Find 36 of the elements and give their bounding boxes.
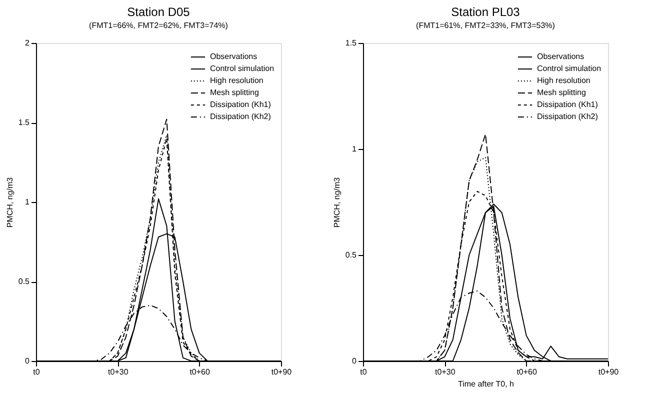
y-tick-label: 2 bbox=[25, 38, 30, 48]
legend-label: Dissipation (Kh1) bbox=[537, 100, 598, 109]
legend-label: Dissipation (Kh2) bbox=[210, 112, 272, 121]
legend-label: Control simulation bbox=[537, 64, 602, 73]
x-tick-label: t0 bbox=[33, 368, 40, 376]
legend-label: Mesh splitting bbox=[537, 88, 586, 97]
y-tick-label: 0.5 bbox=[18, 277, 30, 286]
chart-subtitle: (FMT1=61%, FMT2=33%, FMT3=53%) bbox=[416, 21, 556, 30]
x-tick-label: t0+60 bbox=[190, 368, 210, 376]
y-tick-label: 0.5 bbox=[345, 250, 358, 260]
legend-label: Control simulation bbox=[210, 64, 274, 73]
legend-label: High resolution bbox=[210, 76, 264, 85]
x-tick-label: t0+90 bbox=[598, 368, 620, 376]
chart-title: Station D05 bbox=[127, 5, 190, 19]
y-tick-label: 0 bbox=[25, 356, 30, 366]
y-tick-label: 1.5 bbox=[345, 38, 358, 48]
y-axis-title: PMCH, ng/m3 bbox=[5, 176, 14, 228]
x-tick-label: t0+30 bbox=[108, 368, 129, 376]
x-tick-label: t0 bbox=[360, 368, 368, 376]
x-tick-label: t0+90 bbox=[271, 368, 292, 376]
legend-label: Observations bbox=[537, 52, 584, 61]
chart-subtitle: (FMT1=66%, FMT2=62%, FMT3=74%) bbox=[89, 21, 228, 30]
chart-title: Station PL03 bbox=[451, 5, 520, 19]
legend-label: High resolution bbox=[537, 76, 590, 85]
x-axis-title: Time after T0, h bbox=[458, 380, 514, 388]
y-axis-title: PMCH, ng/m3 bbox=[332, 176, 342, 228]
legend-label: Dissipation (Kh2) bbox=[537, 112, 598, 121]
y-tick-label: 1.5 bbox=[18, 118, 30, 127]
legend-label: Dissipation (Kh1) bbox=[210, 100, 272, 109]
y-tick-label: 0 bbox=[352, 356, 358, 366]
y-tick-label: 1 bbox=[25, 198, 30, 206]
legend-label: Mesh splitting bbox=[210, 88, 259, 97]
x-tick-label: t0+30 bbox=[435, 368, 456, 376]
y-tick-label: 1 bbox=[352, 144, 358, 154]
legend-label: Observations bbox=[210, 52, 258, 61]
x-tick-label: t0+60 bbox=[516, 368, 538, 376]
